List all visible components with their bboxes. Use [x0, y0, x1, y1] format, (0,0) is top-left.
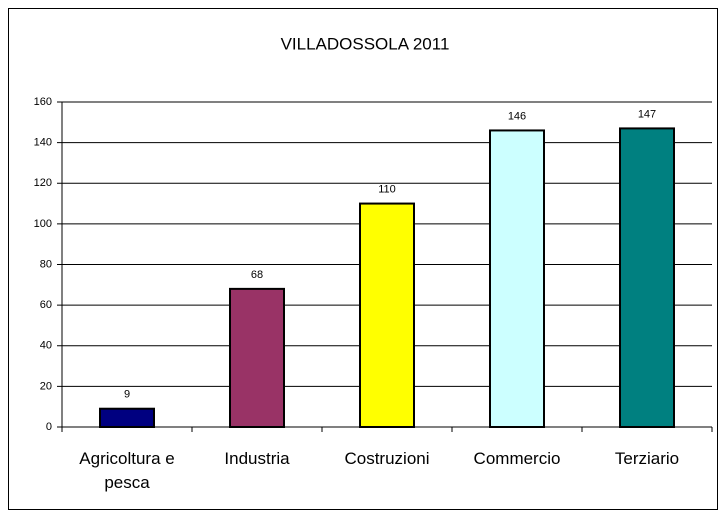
data-label: 146 [508, 110, 526, 122]
bar [619, 127, 675, 428]
bar [359, 202, 415, 428]
y-tick-label: 100 [34, 218, 52, 230]
data-label: 147 [638, 108, 656, 120]
y-tick-label: 40 [40, 340, 52, 352]
y-tick-label: 120 [34, 177, 52, 189]
y-tick-label: 140 [34, 137, 52, 149]
data-label: 110 [378, 183, 396, 195]
bar [99, 407, 155, 428]
y-tick-label: 0 [46, 421, 52, 433]
x-tick-label: Commercio [473, 449, 561, 468]
x-tick-label: Terziario [614, 449, 680, 468]
x-tick-label: Costruzioni [344, 449, 430, 468]
data-label: 9 [124, 389, 130, 401]
y-tick-label: 60 [40, 299, 52, 311]
x-tick-label: Industria [224, 449, 290, 468]
y-tick-label: 20 [40, 380, 52, 392]
chart-title: VILLADOSSOLA 2011 [281, 34, 450, 53]
y-tick-label: 80 [40, 258, 52, 270]
bar [229, 287, 285, 428]
bar [489, 129, 545, 428]
y-tick-label: 160 [34, 96, 52, 108]
x-tick-label: Agricoltura e pesca [79, 449, 175, 492]
data-label: 68 [251, 269, 263, 281]
